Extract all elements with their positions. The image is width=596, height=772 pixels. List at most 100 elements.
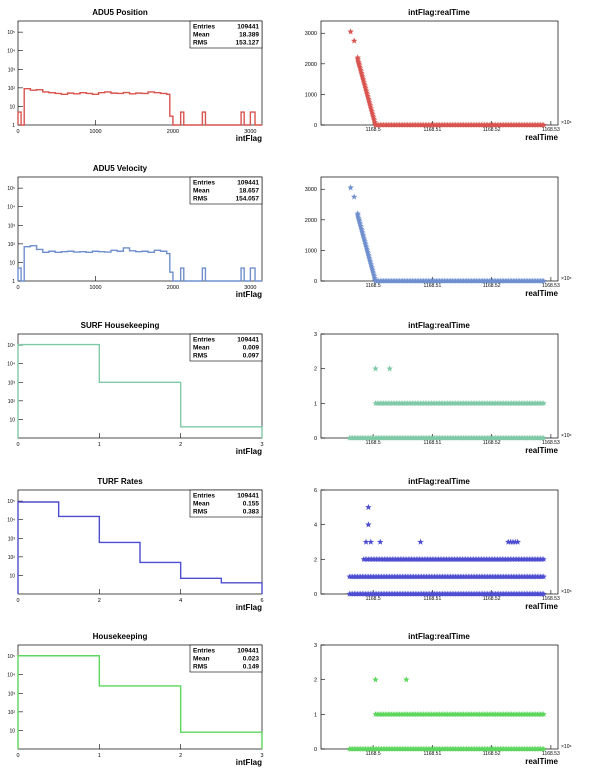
x-axis-label: realTime: [525, 133, 558, 142]
y-tick-label: 3000: [305, 31, 317, 37]
stats-value: 18.389: [239, 32, 259, 39]
star-band: [346, 434, 547, 441]
data-point: [350, 193, 358, 200]
y-tick-label: 10⁵: [7, 654, 15, 660]
y-tick-label: 1: [314, 401, 317, 407]
stats-value: 0.023: [243, 656, 260, 663]
histogram-line: [17, 343, 263, 438]
stats-label: Mean: [193, 656, 210, 663]
panel-title: Housekeeping: [93, 632, 148, 641]
stats-label: Entries: [193, 493, 215, 500]
stats-label: RMS: [193, 40, 208, 47]
y-tick-label: 10: [9, 417, 15, 423]
data-point: [367, 538, 374, 545]
stats-label: Entries: [193, 337, 215, 344]
x-tick-label: 1168.52: [483, 596, 501, 602]
x-tick-label: 2: [179, 442, 182, 448]
y-tick-label: 10⁵: [7, 499, 15, 505]
panel-title: SURF Housekeeping: [81, 321, 160, 330]
y-tick-label: 10²: [8, 710, 16, 716]
stats-value: 109441: [237, 180, 259, 187]
y-tick-label: 3000: [305, 187, 317, 193]
x-tick-label: 1168.51: [424, 751, 442, 757]
axis-exponent: ×10⁶: [561, 433, 572, 439]
panel-title: intFlag:realTime: [408, 477, 470, 486]
y-tick-label: 10: [9, 573, 15, 579]
plot-frame: [320, 20, 559, 126]
x-tick-label: 6: [260, 598, 263, 604]
data-point: [355, 216, 363, 223]
panel-title: ADU5 Velocity: [93, 164, 148, 173]
star-band: [372, 400, 547, 406]
x-axis-label: realTime: [525, 757, 558, 766]
histogram-panel: SURF Housekeeping 10 10² 10³ 10⁴ 10⁵ 0 1 2 3intFl…: [7, 321, 263, 456]
x-tick-label: 3000: [244, 285, 256, 291]
x-tick-label: 1000: [89, 285, 101, 291]
panel-title: TURF Rates: [97, 477, 143, 486]
x-axis-label: intFlag: [236, 758, 262, 767]
stats-box: [189, 333, 263, 362]
data-point: [514, 538, 521, 545]
x-axis-label: realTime: [525, 446, 558, 455]
y-tick-label: 10: [9, 260, 15, 266]
stats-box: [189, 644, 263, 673]
y-tick-label: 10³: [8, 691, 16, 697]
data-point: [372, 365, 379, 372]
data-point: [372, 676, 379, 683]
data-point: [512, 538, 519, 545]
panel-title: intFlag:realTime: [408, 321, 470, 330]
histogram-panel: ADU5 Position 1 10 10² 10³ 10⁴ 10⁵ 0 1000 2000 300…: [7, 8, 263, 143]
data-point: [354, 54, 361, 61]
x-tick-label: 1168.53: [542, 751, 560, 757]
data-point: [377, 538, 384, 545]
y-tick-label: 2000: [305, 218, 317, 224]
x-tick-label: 1168.51: [424, 596, 442, 602]
x-tick-label: 1168.53: [542, 596, 560, 602]
data-point: [505, 538, 512, 545]
y-tick-label: 10³: [8, 536, 16, 542]
x-tick-label: 1: [98, 753, 101, 759]
x-tick-label: 3: [260, 753, 263, 759]
axis-exponent: ×10⁶: [561, 589, 572, 595]
x-axis-label: intFlag: [236, 290, 262, 299]
stats-value: 109441: [237, 648, 259, 655]
data-point: [509, 538, 517, 545]
x-tick-label: 1168.5: [366, 127, 381, 133]
scatter-panel: intFlag:realTime 0 1000 2000 3000 1168.5 1168.…: [305, 8, 572, 142]
stats-label: Mean: [193, 188, 210, 195]
star-band: [346, 573, 547, 580]
x-axis-label: intFlag: [236, 447, 262, 456]
x-tick-label: 1168.52: [483, 751, 501, 757]
x-tick-label: 1168.5: [366, 751, 381, 757]
y-tick-label: 0: [314, 279, 317, 285]
stats-value: 0.383: [243, 509, 260, 516]
x-tick-label: 4: [179, 598, 182, 604]
y-tick-label: 1000: [305, 248, 317, 254]
y-tick-label: 10²: [8, 399, 16, 405]
x-tick-label: 1168.53: [542, 127, 560, 133]
y-tick-label: 10⁵: [7, 186, 15, 192]
x-tick-label: 2000: [167, 129, 179, 135]
stats-value: 0.155: [243, 501, 260, 508]
x-tick-label: 1168.51: [424, 127, 442, 133]
y-tick-label: 10²: [8, 242, 16, 248]
stats-value: 109441: [237, 24, 259, 31]
data-point: [347, 184, 354, 191]
y-tick-label: 10³: [8, 223, 16, 229]
x-tick-label: 1000: [89, 129, 101, 135]
star-band: [372, 277, 547, 284]
y-tick-label: 10: [9, 728, 15, 734]
x-tick-label: 1168.5: [366, 440, 381, 446]
stats-label: Entries: [193, 648, 215, 655]
plot-frame: [320, 333, 559, 439]
x-tick-label: 0: [16, 285, 19, 291]
star-band: [372, 711, 547, 717]
panel-title: ADU5 Position: [92, 8, 148, 17]
stats-value: 154.057: [236, 196, 260, 203]
stats-label: RMS: [193, 664, 208, 671]
data-point: [365, 521, 372, 528]
scatter-panel: intFlag:realTime 0 1 2 3 1168.5 1168.51 1168.52…: [314, 321, 572, 455]
x-axis-label: realTime: [525, 602, 558, 611]
